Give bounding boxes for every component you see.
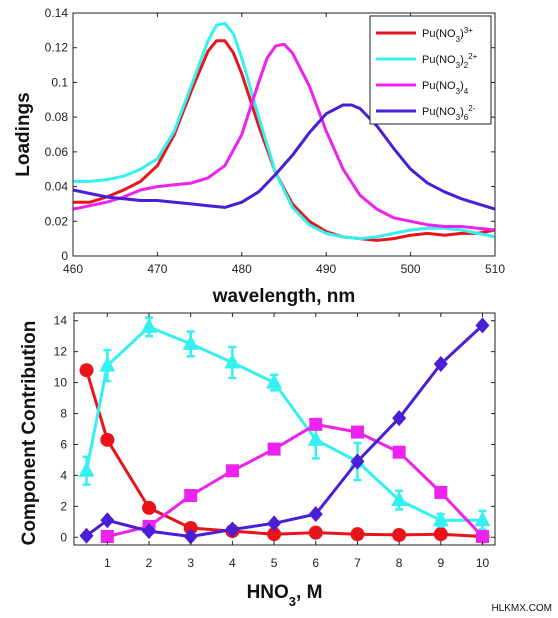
x-tick-label: 2 (146, 556, 153, 570)
data-point-triangle (78, 461, 95, 477)
x-tick-label: 1 (104, 556, 111, 570)
loading-line-1 (73, 21, 496, 241)
x-tick-label: 10 (476, 556, 490, 570)
contribution-line-2 (106, 422, 484, 538)
loadings-chart: 460 470 480 490 500 510 0 0.02 0.04 0.06 0.08 0.1 0.… (13, 6, 505, 307)
data-point-triangle (391, 491, 408, 507)
y-tick-label: 6 (60, 437, 67, 451)
loading-line-2 (72, 42, 496, 232)
y-tick-label: 0.1 (51, 75, 68, 89)
legend-label-1: Pu(NO3)22+ (422, 52, 478, 70)
legend-label-3: Pu(NO3)62- (422, 104, 476, 122)
data-point-square (184, 489, 198, 503)
x-tick-label: 9 (437, 556, 444, 570)
plot-frame (72, 12, 496, 257)
y-axis-label: Loadings (13, 92, 34, 176)
data-point-circle (142, 500, 157, 515)
x-tick-label: 510 (485, 262, 505, 276)
y-axis-label: Component Contribution (19, 321, 40, 546)
y-tick-label: 0.06 (45, 145, 69, 159)
x-axis-label: HNO3, M (247, 582, 323, 609)
data-point-triangle (266, 373, 283, 389)
data-point-diamond (350, 453, 365, 470)
y-tick-label: 0 (60, 530, 67, 544)
x-tick-label: 5 (271, 556, 278, 570)
y-tick-label: 8 (60, 407, 67, 421)
y-tick-label: 10 (54, 376, 68, 390)
x-tick-label: 500 (401, 262, 421, 276)
plot-frame (73, 312, 496, 546)
contribution-line-1 (85, 325, 483, 522)
data-point-square (100, 529, 114, 543)
x-tick-label: 7 (354, 556, 361, 570)
data-point-diamond (225, 521, 240, 538)
data-point-square (392, 445, 406, 459)
x-tick-label: 460 (63, 262, 83, 276)
data-point-triangle (474, 511, 491, 527)
data-point-square (267, 442, 281, 456)
data-point-triangle (224, 353, 241, 369)
data-point-diamond (267, 515, 282, 532)
x-tick-label: 490 (316, 262, 336, 276)
data-point-diamond (79, 527, 94, 544)
data-point-triangle (307, 430, 324, 446)
y-tick-label: 0.08 (45, 110, 69, 124)
legend-label-2: Pu(NO3)4 (422, 80, 469, 96)
data-point-diamond (433, 356, 448, 373)
x-tick-label: 8 (396, 556, 403, 570)
data-point-circle (308, 525, 323, 540)
data-point-square (350, 425, 364, 439)
x-axis-label: wavelength, nm (212, 286, 356, 307)
data-point-diamond (308, 506, 323, 523)
data-point-square (225, 464, 239, 478)
data-point-triangle (182, 334, 199, 350)
x-tick-label: 470 (147, 262, 167, 276)
legend-label-0: Pu(NO3)3+ (422, 26, 473, 44)
y-tick-label: 0.12 (45, 41, 69, 55)
watermark: HLKMX.COM (491, 603, 552, 614)
y-tick-label: 12 (54, 345, 68, 359)
data-point-circle (267, 527, 282, 542)
x-tick-label: 4 (229, 556, 236, 570)
y-tick-label: 0.14 (45, 6, 69, 20)
data-point-square (434, 485, 448, 499)
x-tick-label: 480 (232, 262, 252, 276)
data-point-diamond (475, 317, 490, 334)
y-tick-label: 2 (60, 499, 67, 513)
y-tick-label: 0 (61, 249, 68, 263)
data-point-diamond (392, 410, 407, 427)
data-point-diamond (183, 528, 198, 545)
data-point-circle (183, 520, 198, 535)
data-point-square (475, 529, 489, 543)
data-point-circle (350, 527, 365, 542)
y-tick-label: 0.04 (45, 180, 69, 194)
data-point-triangle (141, 317, 158, 333)
data-point-triangle (432, 511, 449, 527)
data-point-diamond (142, 523, 157, 540)
y-tick-label: 14 (54, 314, 68, 328)
x-tick-label: 6 (312, 556, 319, 570)
data-point-diamond (100, 512, 115, 529)
data-point-triangle (99, 356, 116, 372)
loading-line-3 (72, 103, 496, 211)
x-tick-label: 3 (187, 556, 194, 570)
data-point-circle (392, 527, 407, 542)
y-tick-label: 0.02 (45, 214, 69, 228)
data-point-circle (100, 432, 115, 447)
y-tick-label: 4 (60, 468, 67, 482)
data-point-circle (79, 363, 94, 378)
data-point-square (309, 417, 323, 431)
data-point-circle (433, 527, 448, 542)
